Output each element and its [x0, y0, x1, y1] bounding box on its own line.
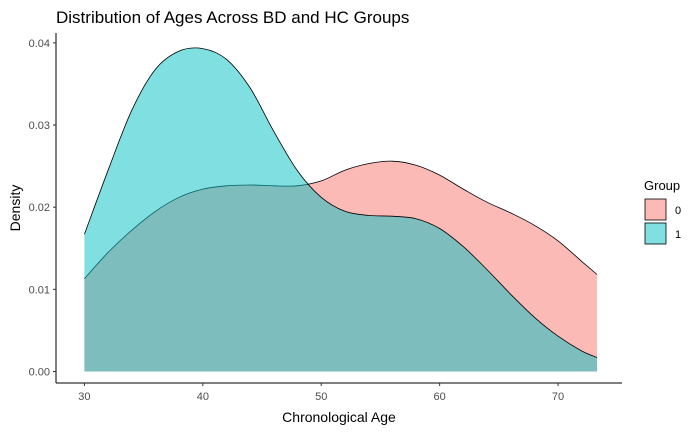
y-tick-label: 0.01	[29, 284, 50, 296]
density-line-group-1	[84, 47, 598, 358]
x-tick-label: 40	[197, 391, 209, 403]
legend: Group 0 1	[644, 178, 681, 245]
y-axis-title: Density	[7, 185, 23, 232]
legend-label-group-0: 0	[675, 205, 681, 217]
plot-area	[84, 47, 598, 372]
chart-title: Distribution of Ages Across BD and HC Gr…	[56, 8, 409, 27]
x-tick-label: 50	[315, 391, 327, 403]
y-tick-label: 0.00	[29, 366, 50, 378]
x-tick-label: 30	[78, 391, 90, 403]
x-tick-label: 60	[434, 391, 446, 403]
x-axis-title: Chronological Age	[282, 409, 396, 425]
legend-key-group-0	[644, 198, 667, 221]
x-axis-ticks: 30 40 50 60 70	[78, 383, 564, 403]
y-tick-label: 0.04	[29, 38, 50, 50]
y-axis-ticks: 0.00 0.01 0.02 0.03 0.04	[29, 38, 56, 378]
x-tick-label: 70	[552, 391, 564, 403]
legend-title: Group	[644, 178, 680, 193]
y-tick-label: 0.03	[29, 120, 50, 132]
y-tick-label: 0.02	[29, 202, 50, 214]
legend-label-group-1: 1	[675, 229, 681, 241]
legend-key-group-1	[644, 222, 667, 245]
